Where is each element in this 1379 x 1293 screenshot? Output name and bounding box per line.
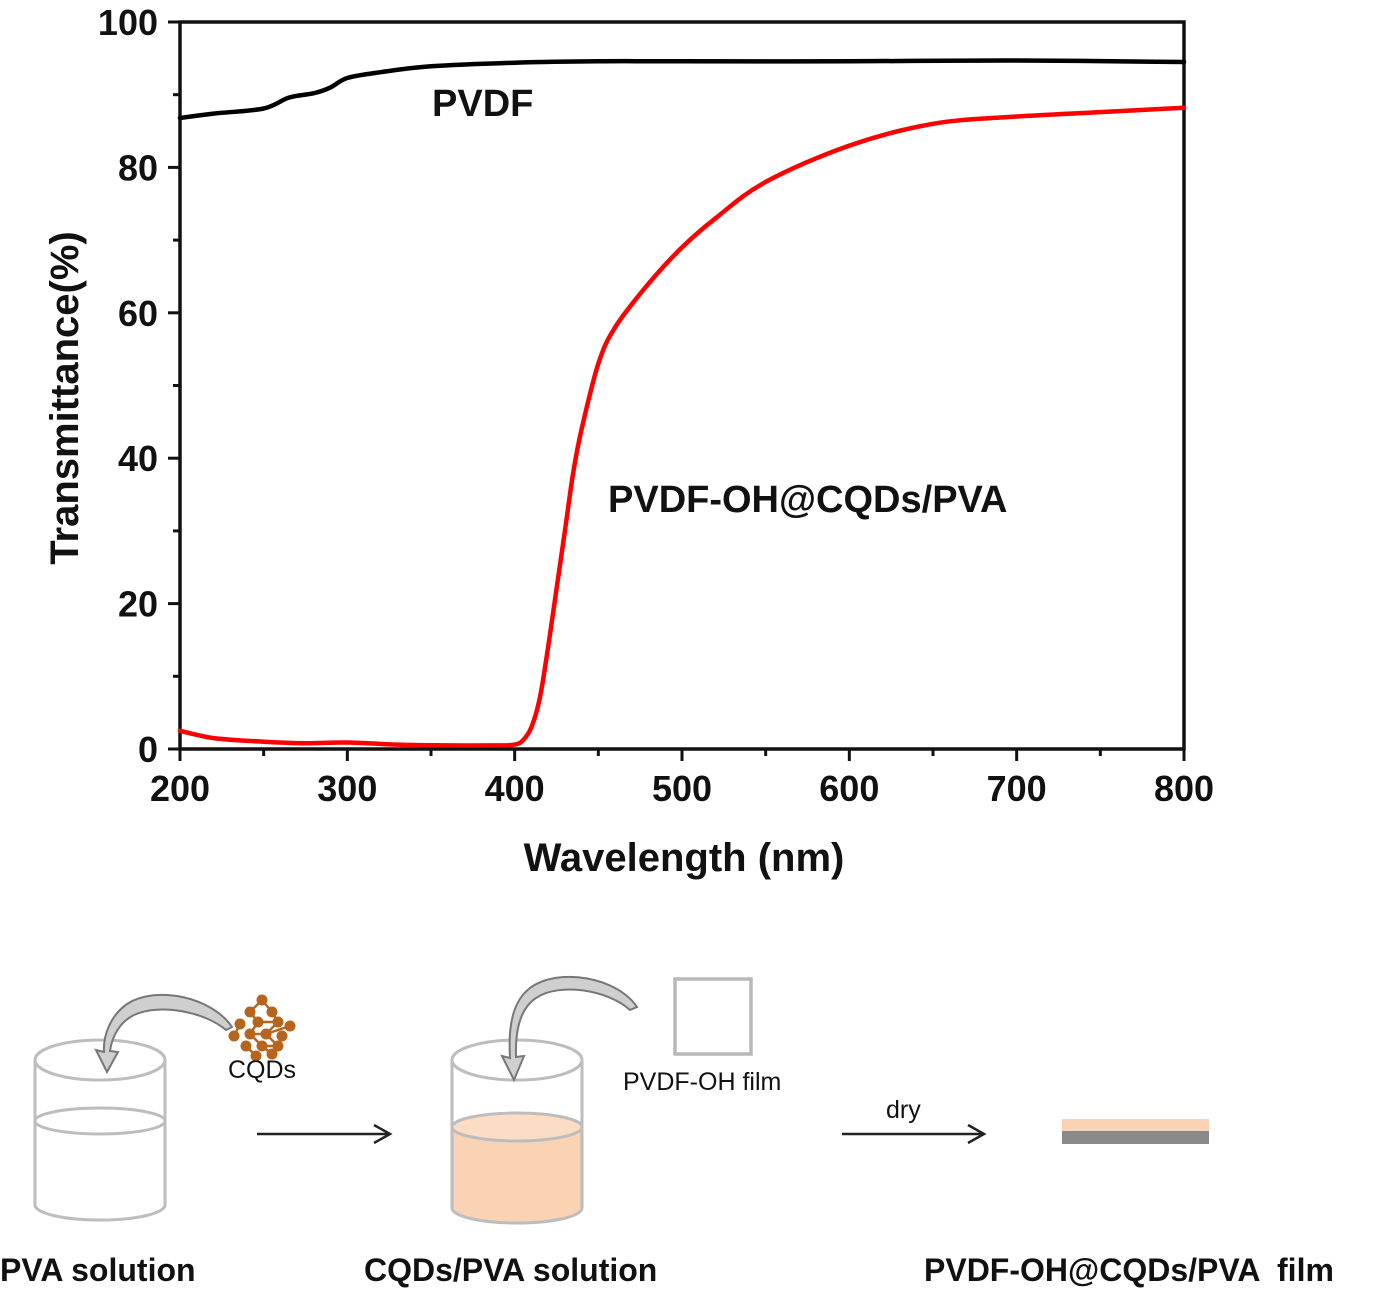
cqd-particles [228,994,296,1062]
film-bottom-layer [1062,1131,1209,1144]
plot-frame [178,20,1186,751]
cqd-link [261,999,273,1013]
preparation-scheme: CQDs PVDF-OH film dry PVA so [0,975,1334,1288]
pvdf-oh-film-label: PVDF-OH film [623,1068,781,1096]
curved-arrow-2 [500,975,639,1083]
x-tick-label: 500 [652,768,712,809]
y-tick-label: 20 [118,584,158,625]
cqd-link [276,1035,284,1047]
x-tick-label: 600 [819,768,879,809]
transmittance-chart: 200 300 400 500 600 700 800 0 20 40 60 80 100 Transm… [43,2,1214,880]
cqd-link [232,1023,242,1037]
x-tick-label: 400 [485,768,545,809]
beaker-1-body [33,1060,167,1222]
beaker-1-liquid-surface [33,1106,167,1136]
series-line-pvdf-oh-cqds-pva [177,105,1187,748]
cqd-link [261,1045,273,1055]
beaker-2-liquid-surface [450,1111,584,1143]
cqd-link [249,999,263,1013]
y-tick-label: 60 [118,293,158,334]
series-label-pvdf: PVDF [432,83,533,125]
pvdf-oh-film-square [673,977,753,1056]
beaker-1-rim [33,1038,167,1082]
final-composite-film [1062,1119,1209,1144]
dry-label: dry [886,1096,921,1124]
caption-cqds-pva-solution: CQDs/PVA solution [364,1252,657,1288]
beaker-2-body [450,1060,584,1225]
x-tick-label: 800 [1154,768,1214,809]
cqd-link [248,1021,260,1035]
cqd-link [265,1024,291,1036]
film-top-layer [1062,1119,1209,1131]
cqd-link [270,1011,280,1023]
cqd-link [265,1021,279,1035]
x-axis-title: Wavelength (nm) [524,836,845,880]
axis-ticks: 200 300 400 500 600 700 800 0 20 40 60 80 100 [98,2,1214,809]
caption-pva-solution: PVA solution [0,1252,196,1288]
caption-final-film: PVDF-OH@CQDs/PVA film [924,1252,1334,1288]
x-tick-label: 200 [150,768,210,809]
y-axis-title: Transmittance(%) [43,231,87,564]
cqd-link [249,1033,263,1047]
x-tick-label: 300 [317,768,377,809]
y-tick-label: 80 [118,147,158,188]
beaker-pva-solution [33,1038,167,1222]
cqd-link [265,1033,279,1047]
process-arrow-1 [257,1123,393,1145]
beaker-2-liquid [452,1127,582,1223]
curved-arrow-1 [94,993,234,1075]
process-arrow-dry [842,1123,987,1145]
y-tick-label: 100 [98,2,158,43]
series-label-composite: PVDF-OH@CQDs/PVA [608,479,1008,521]
cqd-link [245,1045,257,1057]
cqd-link [249,1011,259,1023]
y-tick-label: 40 [118,438,158,479]
cqds-label: CQDs [228,1056,296,1084]
beaker-cqds-pva-solution [450,1038,584,1225]
series-layer [177,58,1187,748]
y-tick-label: 0 [138,729,158,770]
x-tick-label: 700 [987,768,1047,809]
series-line-pvdf [177,58,1187,121]
